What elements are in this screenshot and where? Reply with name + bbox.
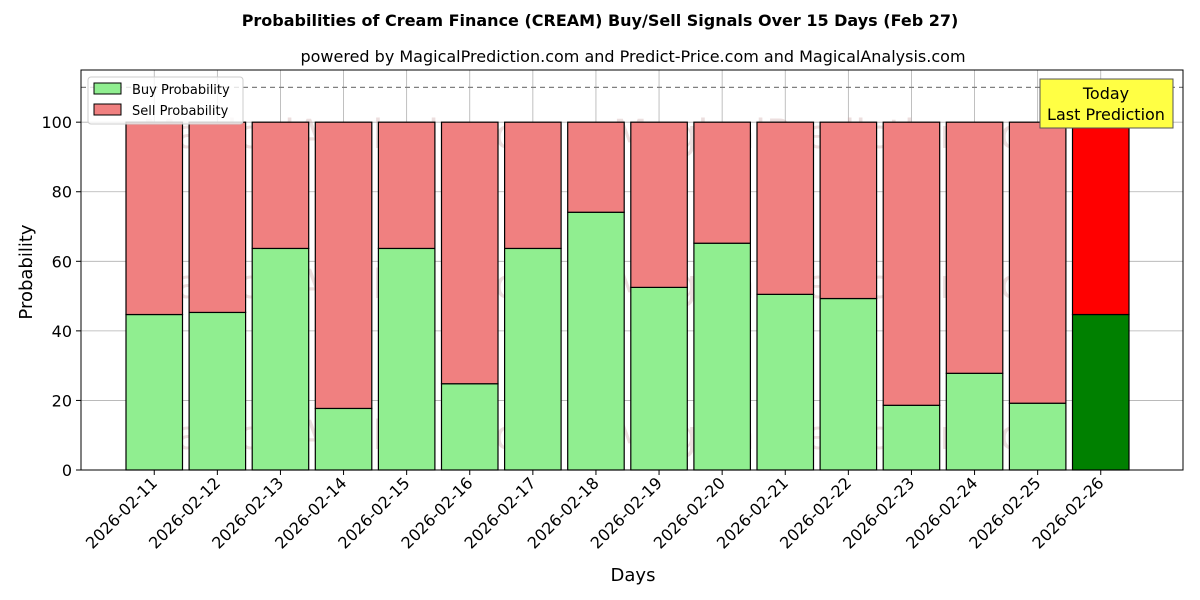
buy-bar — [693, 242, 752, 471]
legend-box — [87, 76, 244, 125]
buy-bar — [440, 383, 499, 471]
sell-bar — [504, 121, 562, 250]
buy-bar — [567, 211, 625, 471]
y-tick-label: 0 — [62, 461, 72, 480]
sell-bar — [630, 121, 688, 288]
buy-bar — [819, 297, 878, 471]
annotation-text: Today — [1082, 84, 1129, 103]
plot-frame — [80, 69, 1184, 471]
buy-bar — [188, 311, 247, 471]
sell-bar — [819, 121, 878, 300]
y-tick-label: 60 — [52, 252, 72, 271]
chart-title: Probabilities of Cream Finance (CREAM) B… — [242, 11, 959, 30]
legend-label: Buy Probability — [132, 83, 230, 98]
sell-bar — [756, 121, 815, 295]
buy-bar — [125, 313, 184, 471]
buy-bar — [1071, 313, 1130, 471]
today-annotation: Today Last Prediction — [1039, 78, 1174, 129]
buy-bar — [882, 404, 941, 471]
annotation-text: Last Prediction — [1047, 105, 1165, 124]
buy-bar — [756, 293, 815, 471]
sell-bar — [1071, 121, 1130, 316]
sell-bar — [251, 121, 310, 250]
y-axis-label: Probability — [16, 224, 37, 319]
sell-bar — [693, 121, 752, 244]
sell-bar — [125, 121, 184, 316]
annotation-box — [1039, 78, 1174, 129]
buy-bar — [504, 247, 562, 471]
sell-bar — [1008, 121, 1067, 404]
buy-bar — [314, 407, 373, 471]
bars — [125, 121, 1130, 471]
legend-label: Sell Probability — [132, 104, 229, 119]
buy-bar — [945, 372, 1004, 471]
sell-bar — [882, 121, 941, 406]
legend: Buy Probability Sell Probability — [87, 76, 244, 125]
buy-bar — [630, 286, 688, 471]
y-tick-label: 100 — [41, 113, 72, 132]
sell-bar — [945, 121, 1004, 374]
y-tick-label: 80 — [52, 183, 72, 202]
chart-subtitle: powered by MagicalPrediction.com and Pre… — [300, 47, 965, 66]
y-tick-label: 20 — [52, 391, 72, 410]
buy-bar — [377, 247, 436, 471]
sell-bar — [314, 121, 373, 410]
sell-bar — [440, 121, 499, 385]
sell-bar — [377, 121, 436, 250]
legend-swatch — [93, 82, 122, 95]
buy-bar — [251, 247, 310, 471]
x-axis-label: Days — [611, 565, 656, 586]
sell-bar — [188, 121, 247, 314]
buy-bar — [1008, 402, 1067, 471]
y-tick-label: 40 — [52, 322, 72, 341]
legend-swatch — [93, 103, 122, 116]
sell-bar — [567, 121, 625, 213]
